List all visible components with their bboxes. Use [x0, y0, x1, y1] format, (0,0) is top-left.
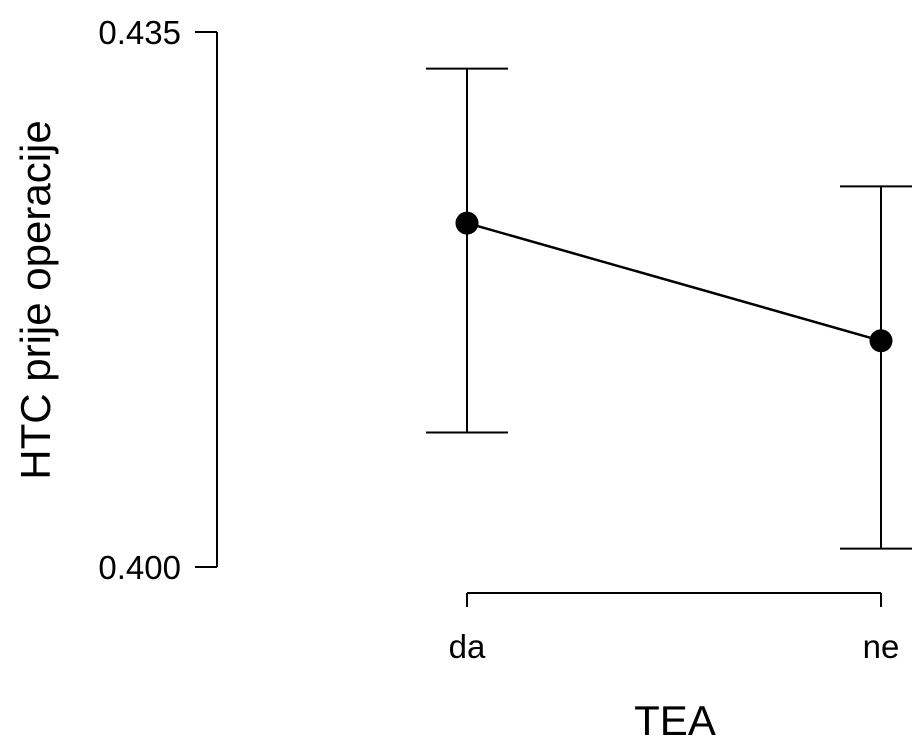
x-axis-title: TEA — [634, 697, 716, 738]
data-point — [869, 329, 893, 353]
y-tick-label: 0.400 — [98, 549, 181, 586]
series-line — [466, 221, 882, 342]
x-tick-label: da — [449, 628, 486, 665]
y-axis-title: HTC prije operacije — [12, 120, 59, 479]
x-tick-label: ne — [863, 628, 900, 665]
y-tick-label: 0.435 — [98, 14, 181, 51]
x-axis: da ne — [449, 592, 900, 665]
y-axis: 0.435 0.400 — [98, 14, 218, 586]
data-point — [455, 211, 479, 235]
plot-area — [426, 67, 912, 550]
